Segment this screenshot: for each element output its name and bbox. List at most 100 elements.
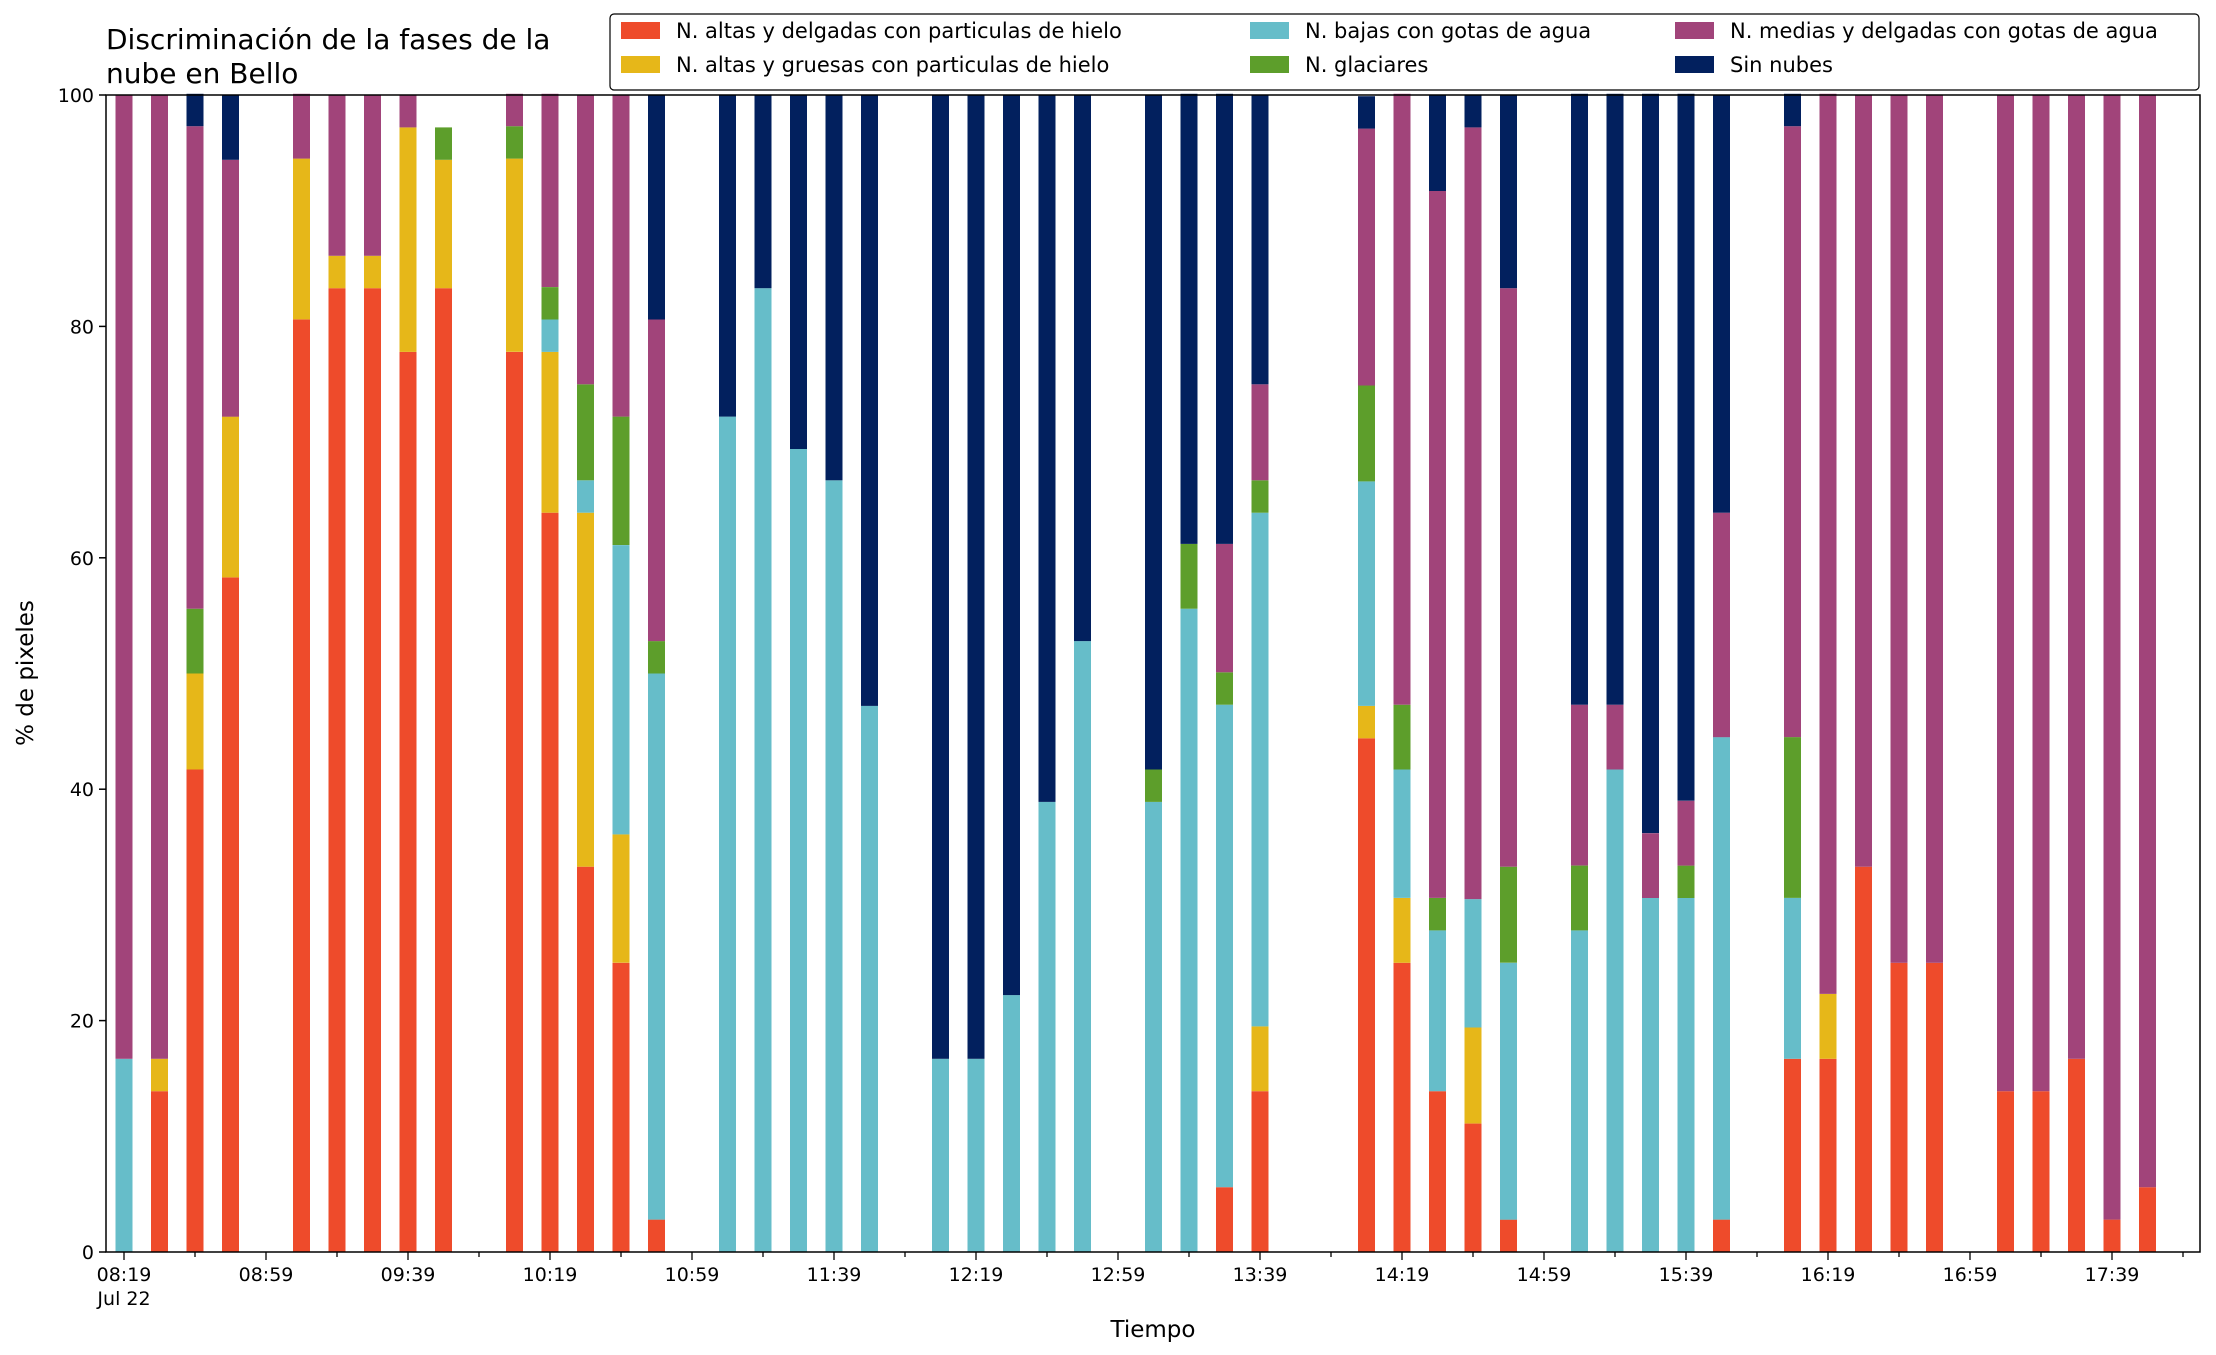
bar-segment-1409-s4 bbox=[1358, 128, 1375, 386]
bar-segment-1339-s4 bbox=[1251, 384, 1269, 481]
bar-segment-1339-s0 bbox=[1251, 1091, 1269, 1252]
legend-swatch-1 bbox=[621, 56, 660, 73]
bar-segment-1719-s4 bbox=[2032, 95, 2050, 1092]
bar-segment-1039-s2 bbox=[612, 545, 630, 835]
bar-segment-1039-s3 bbox=[612, 416, 630, 545]
bar-segment-1409-s1 bbox=[1358, 705, 1375, 739]
bar-segment-0829-s4 bbox=[151, 95, 168, 1059]
bar-segment-1009-s3 bbox=[506, 126, 523, 159]
bar-segment-1509-s4 bbox=[1571, 704, 1588, 866]
x-tick-label: 16:59 bbox=[1943, 1264, 1998, 1286]
x-axis-label: Tiempo bbox=[1110, 1317, 1196, 1343]
bar-segment-1339-s2 bbox=[1251, 512, 1269, 1027]
bar-segment-1619-s0 bbox=[1819, 1058, 1837, 1252]
y-tick-label: 20 bbox=[70, 1011, 94, 1033]
bar-segment-1429-s3 bbox=[1429, 898, 1446, 931]
bar-segment-1609-s4 bbox=[1784, 126, 1801, 738]
bar-segment-1609-s0 bbox=[1784, 1058, 1801, 1252]
x-tick-label: 08:59 bbox=[239, 1264, 294, 1286]
bar-segment-1419-s3 bbox=[1393, 704, 1411, 770]
bar-segment-0929-s1 bbox=[364, 255, 381, 289]
bar-segment-1129-s2 bbox=[790, 449, 807, 1252]
bar-segment-1019-s4 bbox=[541, 93, 559, 287]
y-tick-label: 80 bbox=[70, 316, 94, 338]
bar-segment-0849-s4 bbox=[222, 159, 239, 417]
bar-segment-1529-s4 bbox=[1642, 833, 1659, 898]
bar-segment-1409-s5 bbox=[1358, 96, 1375, 129]
bar-segment-0929-s4 bbox=[364, 95, 381, 256]
bar-segment-0929-s0 bbox=[364, 288, 381, 1252]
x-tick-label: 12:19 bbox=[949, 1264, 1004, 1286]
bar-segment-1519-s2 bbox=[1606, 769, 1624, 1252]
chart-title-line-2: nube en Bello bbox=[106, 57, 298, 90]
bar-segment-1009-s0 bbox=[506, 351, 523, 1252]
bar-segment-1609-s5 bbox=[1784, 93, 1801, 127]
x-tick-label: 08:19 bbox=[97, 1264, 152, 1286]
bar-segment-0819-s2 bbox=[115, 1058, 133, 1252]
bar-segment-1329-s5 bbox=[1216, 93, 1233, 544]
bar-segment-1439-s5 bbox=[1464, 95, 1482, 128]
legend-label-3: N. glaciares bbox=[1305, 53, 1428, 77]
chart-title-line-1: Discriminación de la fases de la bbox=[106, 23, 550, 56]
bar-segment-0949-s0 bbox=[435, 288, 452, 1252]
x-tick-label: 10:59 bbox=[665, 1264, 720, 1286]
bar-segment-1709-s0 bbox=[1997, 1091, 2014, 1252]
x-tick-label: 14:59 bbox=[1517, 1264, 1572, 1286]
bar-segment-1319-s3 bbox=[1180, 543, 1198, 609]
bar-segment-1019-s2 bbox=[541, 319, 559, 352]
bar-segment-0849-s0 bbox=[222, 577, 239, 1252]
legend-swatch-0 bbox=[621, 22, 660, 39]
bar-segment-0919-s0 bbox=[328, 288, 346, 1252]
bar-segment-1449-s0 bbox=[1500, 1219, 1517, 1252]
legend-box bbox=[609, 13, 2200, 91]
bar-segment-1749-s0 bbox=[2139, 1187, 2156, 1252]
x-date-label: Jul 22 bbox=[96, 1288, 150, 1310]
bar-segment-1039-s0 bbox=[612, 962, 630, 1253]
legend-label-5: Sin nubes bbox=[1730, 53, 1833, 77]
bar-segment-1539-s4 bbox=[1677, 800, 1695, 866]
bar-segment-0819-s4 bbox=[115, 95, 133, 1059]
bar-segment-1519-s5 bbox=[1606, 93, 1624, 705]
legend-label-0: N. altas y delgadas con particulas de hi… bbox=[676, 19, 1122, 43]
x-tick-label: 11:39 bbox=[807, 1264, 862, 1286]
bar-segment-1239-s2 bbox=[1038, 801, 1056, 1252]
bar-segment-1019-s3 bbox=[541, 287, 559, 320]
bar-segment-1529-s5 bbox=[1642, 93, 1659, 834]
bar-segment-0939-s1 bbox=[399, 127, 417, 352]
bar-segment-1749-s4 bbox=[2139, 95, 2156, 1188]
bar-segment-1629-s0 bbox=[1855, 866, 1872, 1252]
bar-segment-1409-s0 bbox=[1358, 738, 1375, 1252]
bar-segment-1149-s2 bbox=[861, 705, 878, 1252]
bar-segment-1319-s2 bbox=[1180, 608, 1198, 1252]
bar-segment-1049-s4 bbox=[648, 319, 665, 642]
bar-segment-1309-s5 bbox=[1145, 95, 1162, 770]
bar-segment-1449-s3 bbox=[1500, 866, 1517, 963]
bar-segment-1629-s4 bbox=[1855, 95, 1872, 867]
legend-label-2: N. bajas con gotas de agua bbox=[1305, 19, 1591, 43]
bar-segment-0949-s1 bbox=[435, 159, 452, 289]
bar-segment-1129-s5 bbox=[790, 95, 807, 449]
bar-segment-1029-s1 bbox=[577, 512, 594, 867]
bar-segment-0829-s1 bbox=[151, 1058, 168, 1092]
bar-segment-1049-s5 bbox=[648, 95, 665, 320]
bar-segment-1549-s2 bbox=[1713, 737, 1730, 1220]
bar-segment-1449-s4 bbox=[1500, 288, 1517, 867]
bar-segment-1009-s1 bbox=[506, 158, 523, 352]
bar-segment-1239-s5 bbox=[1038, 95, 1056, 802]
bar-segment-0909-s4 bbox=[293, 93, 310, 159]
bars-group bbox=[115, 93, 2156, 1253]
bar-segment-1339-s5 bbox=[1251, 95, 1269, 385]
bar-segment-0839-s3 bbox=[186, 608, 204, 674]
plot-frame bbox=[105, 94, 2201, 1253]
bar-segment-1009-s4 bbox=[506, 93, 523, 127]
y-tick-label: 40 bbox=[70, 779, 94, 801]
bar-segment-1019-s1 bbox=[541, 351, 559, 513]
bar-segment-1639-s4 bbox=[1890, 95, 1908, 963]
bar-segment-1429-s5 bbox=[1429, 95, 1446, 191]
legend-label-4: N. medias y delgadas con gotas de agua bbox=[1730, 19, 2158, 43]
bar-segment-1649-s4 bbox=[1926, 95, 1943, 963]
bar-segment-1419-s1 bbox=[1393, 898, 1411, 963]
bar-segment-1419-s2 bbox=[1393, 769, 1411, 898]
bar-segment-1029-s2 bbox=[577, 480, 594, 513]
